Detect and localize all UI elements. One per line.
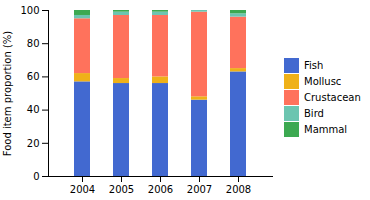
svg-text:2007: 2007 xyxy=(187,184,212,195)
svg-text:2004: 2004 xyxy=(70,184,95,195)
svg-text:2005: 2005 xyxy=(109,184,134,195)
svg-text:2006: 2006 xyxy=(148,184,173,195)
html-text:Mollusc: Mollusc xyxy=(304,75,342,87)
html-text:Crustacean: Crustacean xyxy=(304,91,361,103)
svg-text:Food item proportion (%): Food item proportion (%) xyxy=(2,31,13,157)
svg-text:60: 60 xyxy=(27,71,40,82)
html-text:Bird: Bird xyxy=(304,107,324,119)
svg-text:0: 0 xyxy=(33,171,39,182)
svg-text:2008: 2008 xyxy=(226,184,251,195)
html-text:Fish: Fish xyxy=(304,59,324,71)
svg-text:100: 100 xyxy=(20,5,39,16)
html-text:Mammal: Mammal xyxy=(304,123,348,135)
svg-text:40: 40 xyxy=(27,104,40,115)
svg-text:80: 80 xyxy=(27,38,40,49)
svg-text:20: 20 xyxy=(27,138,40,149)
